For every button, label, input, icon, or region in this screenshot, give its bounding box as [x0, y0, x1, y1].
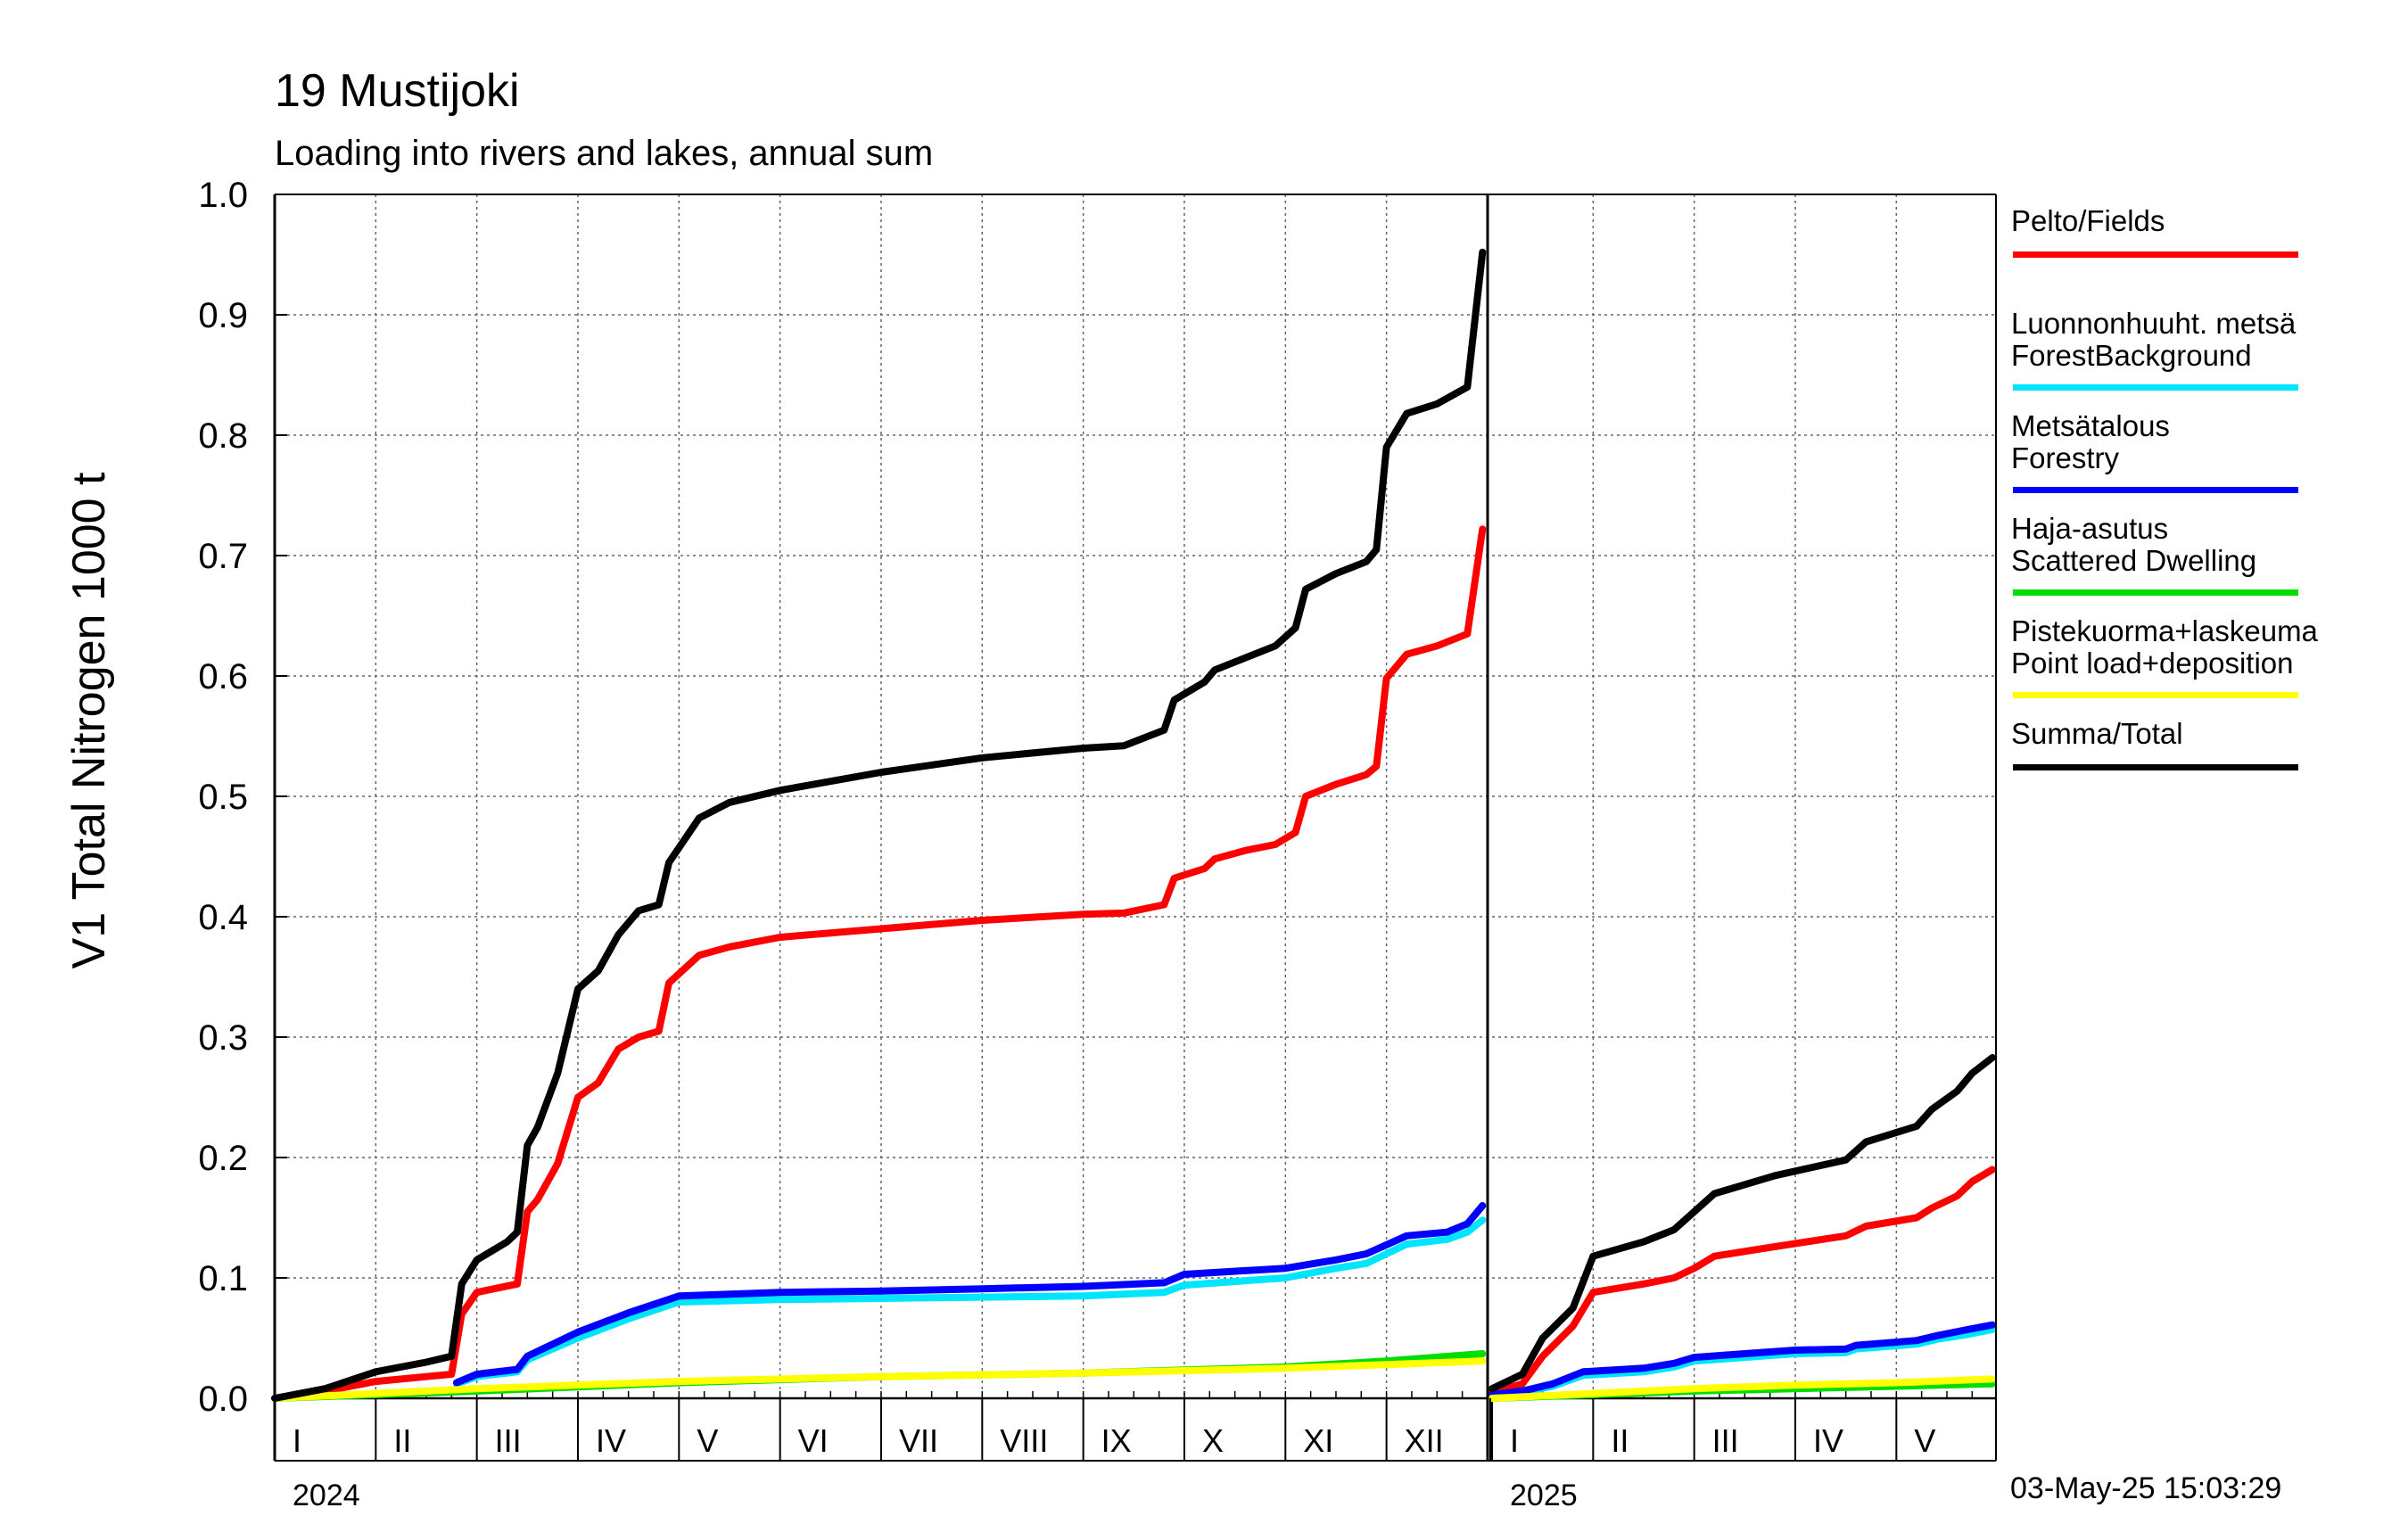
x-year-label: 2025: [1510, 1479, 1578, 1512]
legend-label: Summa/Total: [2011, 717, 2183, 750]
x-month-label: V: [1914, 1422, 1935, 1459]
legend-item-forestry: Metsätalous Forestry: [2011, 410, 2386, 513]
series-line-summa-total: [1489, 1054, 1996, 1393]
chart-title: 19 Mustijoki: [275, 65, 520, 117]
chart-subtitle: Loading into rivers and lakes, annual su…: [275, 134, 934, 173]
x-year-label: 2024: [293, 1479, 360, 1512]
legend-item-forest-background: Luonnonhuuht. metsä ForestBackground: [2011, 308, 2386, 410]
series-line-pelto-fields: [271, 525, 1487, 1402]
x-month-label: XII: [1405, 1422, 1444, 1459]
legend-label: Haja-asutus: [2011, 512, 2169, 545]
legend-label-2: Scattered Dwelling: [2011, 544, 2257, 577]
y-tick-label: 0.1: [198, 1259, 248, 1298]
y-tick-label: 1.0: [198, 176, 248, 215]
y-tick-label: 0.7: [198, 537, 248, 576]
timestamp: 03-May-25 15:03:29: [2010, 1471, 2282, 1505]
legend-item-scattered-dwelling: Haja-asutus Scattered Dwelling: [2011, 513, 2386, 615]
x-month-label: X: [1202, 1422, 1224, 1459]
x-month-label: II: [393, 1422, 411, 1459]
y-tick-label: 0.9: [198, 296, 248, 335]
legend-label: Metsätalous: [2011, 409, 2170, 442]
x-month-label: IV: [1813, 1422, 1843, 1459]
y-tick-label: 0.8: [198, 416, 248, 456]
x-month-label: IX: [1101, 1422, 1132, 1459]
legend-label-2: Forestry: [2011, 441, 2120, 474]
legend-swatch: [2013, 384, 2298, 391]
y-tick-label: 0.3: [198, 1018, 248, 1058]
x-month-label: I: [293, 1422, 301, 1459]
y-tick-label: 0.4: [198, 898, 248, 937]
legend-swatch: [2013, 251, 2298, 258]
legend-label: Pistekuorma+laskeuma: [2011, 614, 2318, 647]
series-line-mets-talous: [453, 1202, 1487, 1387]
legend-label: Pelto/Fields: [2011, 204, 2165, 237]
x-month-label: VIII: [1000, 1422, 1048, 1459]
legend-item-point-load: Pistekuorma+laskeuma Point load+depositi…: [2011, 615, 2386, 718]
series-line-pelto-fields: [1489, 1166, 1996, 1397]
x-month-label: III: [1712, 1422, 1739, 1459]
legend-label-2: ForestBackground: [2011, 339, 2252, 372]
y-tick-label: 0.2: [198, 1139, 248, 1178]
legend-label-2: Point load+deposition: [2011, 647, 2294, 680]
x-month-label: VI: [798, 1422, 829, 1459]
x-month-label: III: [495, 1422, 522, 1459]
legend-item-fields: Pelto/Fields: [2011, 205, 2386, 308]
legend: Pelto/Fields Luonnonhuuht. metsä ForestB…: [2011, 205, 2386, 820]
y-tick-label: 0.5: [198, 778, 248, 817]
legend-swatch: [2013, 487, 2298, 493]
x-month-label: VII: [899, 1422, 938, 1459]
x-month-label: V: [697, 1422, 718, 1459]
series-line-luonnonhuuht-: [453, 1216, 1487, 1388]
legend-label: Luonnonhuuht. metsä: [2011, 307, 2297, 340]
y-tick-label: 0.6: [198, 657, 248, 696]
x-month-label: II: [1611, 1422, 1629, 1459]
legend-item-total: Summa/Total: [2011, 718, 2386, 820]
legend-swatch: [2013, 764, 2298, 770]
legend-swatch: [2013, 589, 2298, 596]
x-month-label: XI: [1303, 1422, 1333, 1459]
series-line-summa-total: [271, 248, 1487, 1402]
x-month-label: IV: [596, 1422, 626, 1459]
y-tick-label: 0.0: [198, 1380, 248, 1419]
series-line-pistekuorma-laskeuma: [271, 1357, 1487, 1402]
series-line-pistekuorma-laskeuma: [1489, 1375, 1996, 1402]
series-line-mets-talous: [1489, 1321, 1996, 1398]
x-month-label: I: [1510, 1422, 1519, 1459]
legend-swatch: [2013, 692, 2298, 698]
